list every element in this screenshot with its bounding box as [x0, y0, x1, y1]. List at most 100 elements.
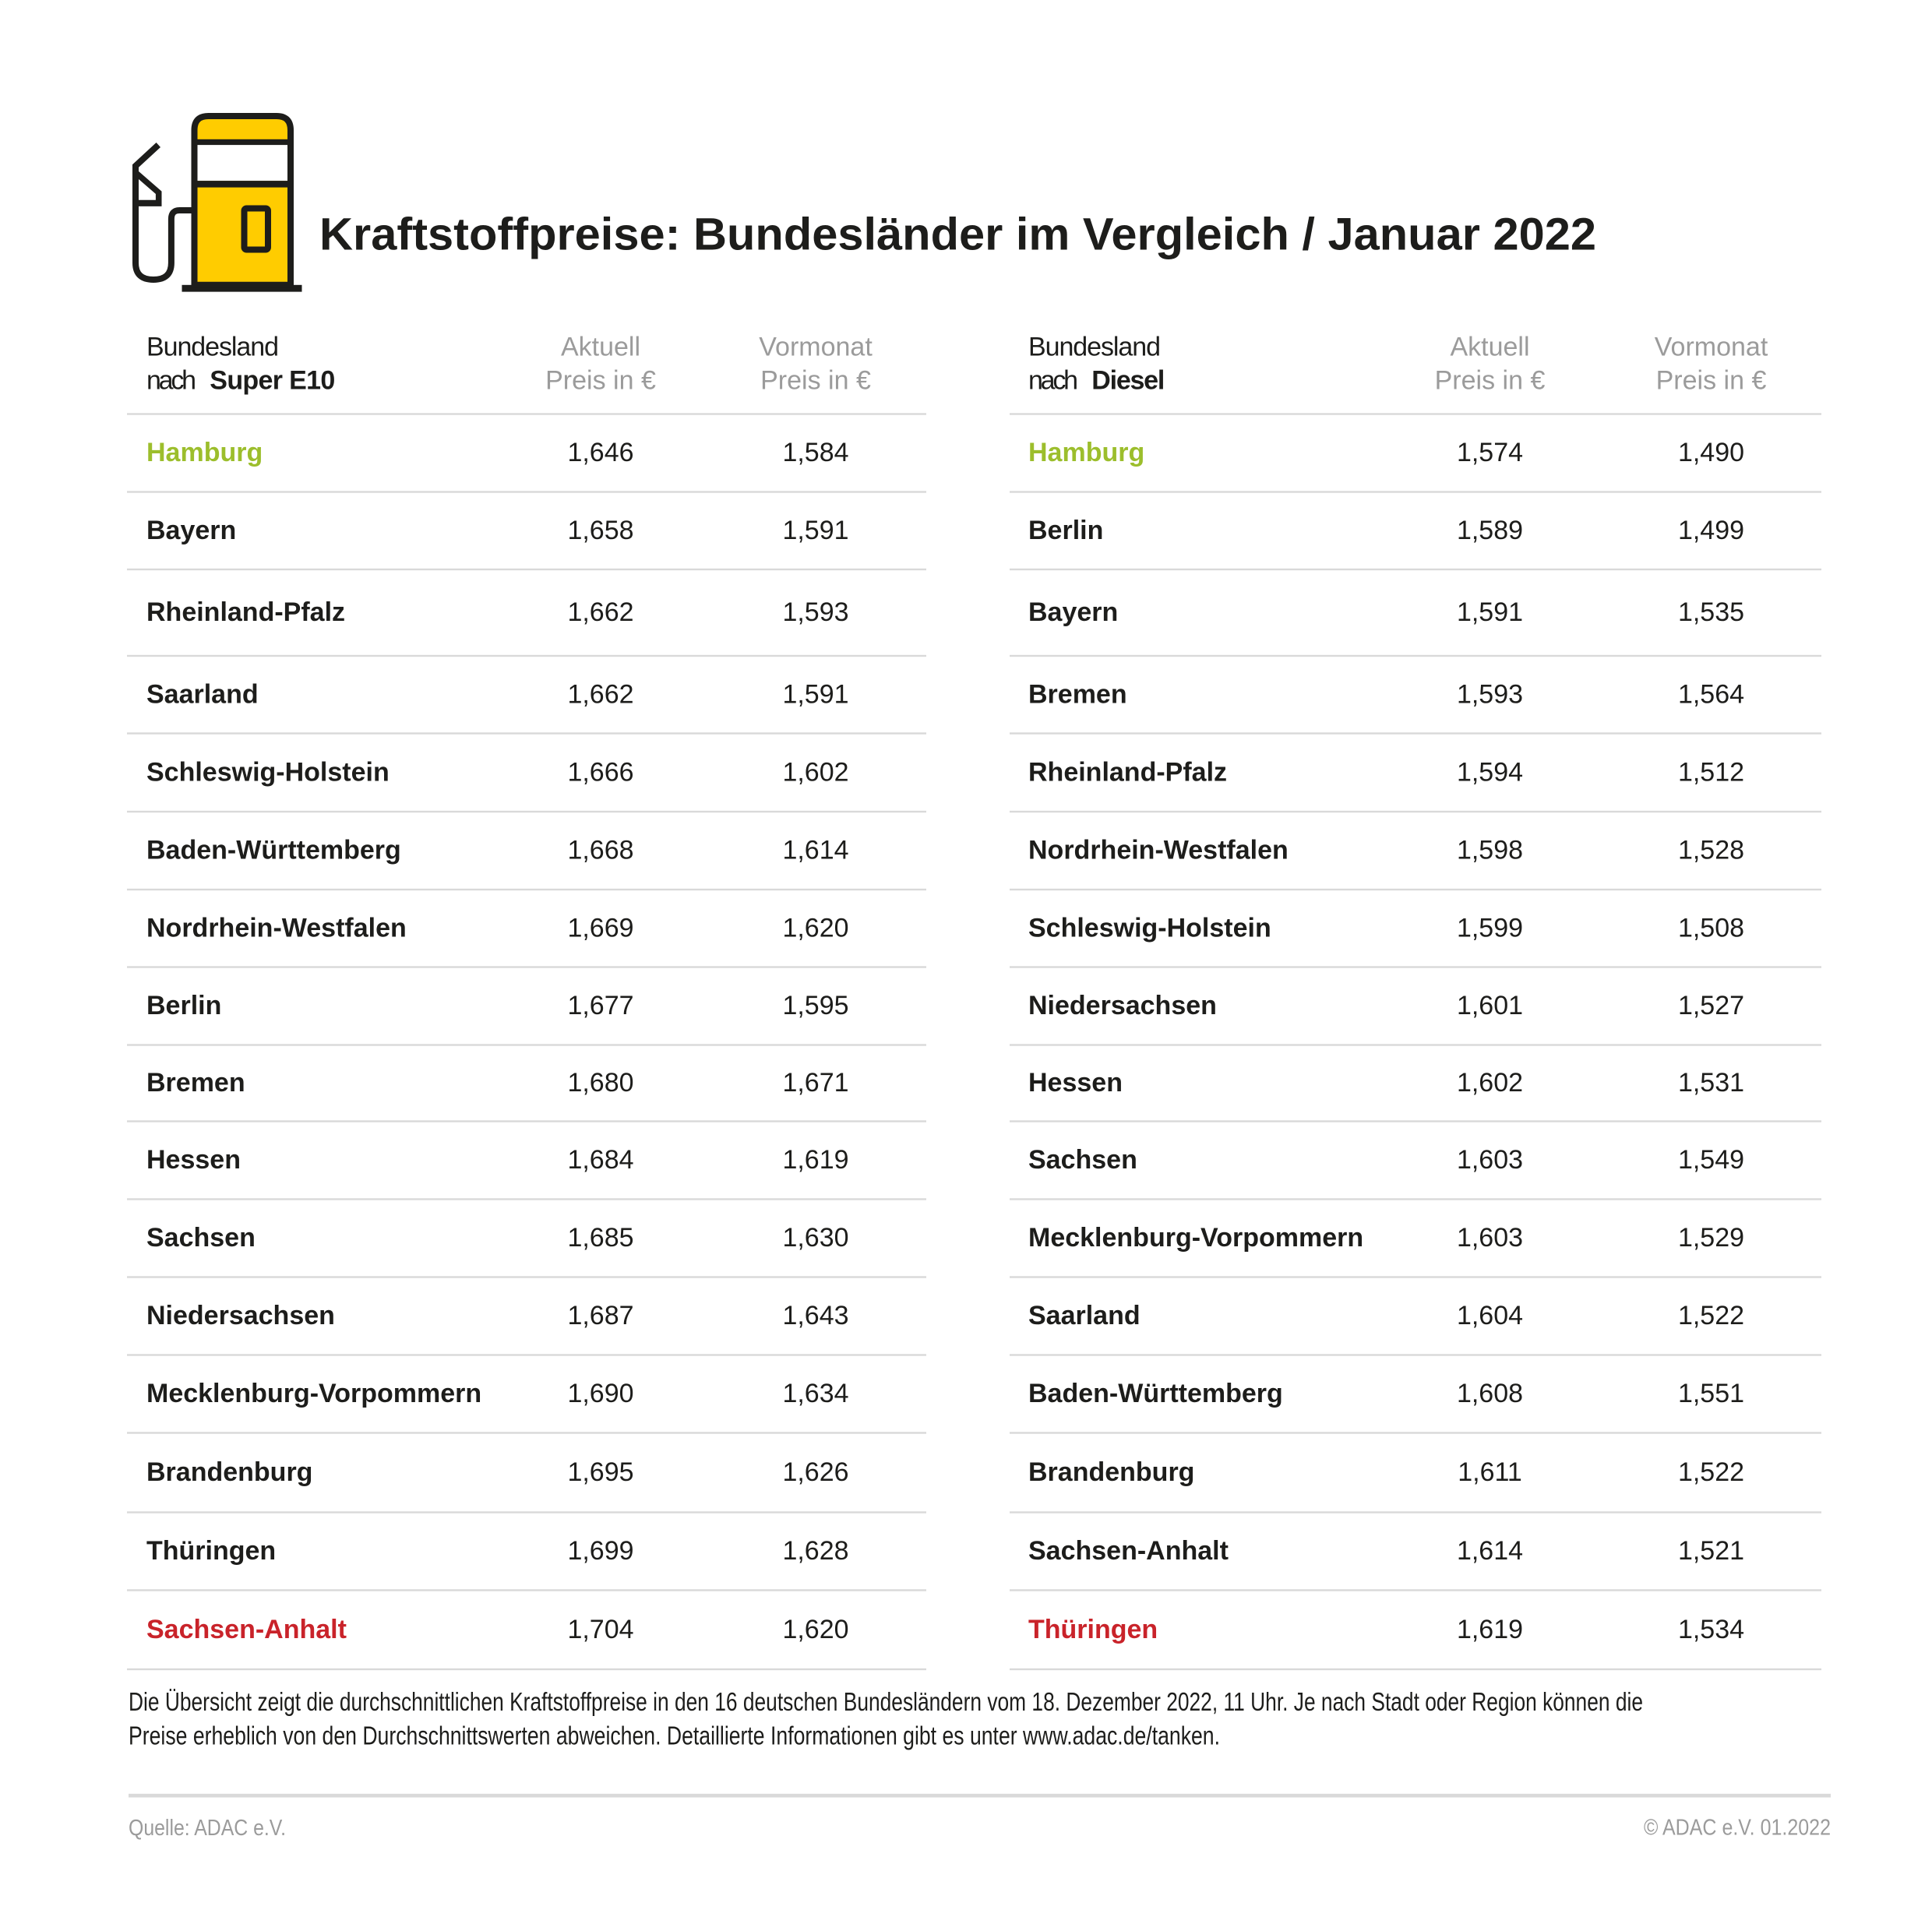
svg-text:1,594: 1,594	[1457, 757, 1523, 787]
svg-text:1,684: 1,684	[567, 1145, 633, 1175]
svg-text:1,646: 1,646	[567, 438, 633, 467]
svg-text:1,490: 1,490	[1678, 438, 1744, 467]
svg-text:Niedersachsen: Niedersachsen	[146, 1301, 335, 1330]
svg-text:1,549: 1,549	[1678, 1145, 1744, 1175]
svg-text:Sachsen-Anhalt: Sachsen-Anhalt	[146, 1615, 347, 1644]
svg-text:Nordrhein-Westfalen: Nordrhein-Westfalen	[1028, 836, 1289, 865]
svg-text:1,699: 1,699	[567, 1536, 633, 1566]
svg-text:Die Übersicht zeigt die durchs: Die Übersicht zeigt die durchschnittlich…	[129, 1687, 1643, 1716]
svg-text:Preis in €: Preis in €	[545, 365, 656, 395]
svg-text:Preise erheblich von den Durch: Preise erheblich von den Durchschnittswe…	[129, 1721, 1220, 1750]
svg-text:1,598: 1,598	[1457, 836, 1523, 865]
svg-text:1,595: 1,595	[782, 991, 848, 1020]
svg-text:1,603: 1,603	[1457, 1145, 1523, 1175]
svg-text:Bremen: Bremen	[1028, 679, 1127, 709]
svg-text:Hessen: Hessen	[1028, 1068, 1123, 1098]
svg-text:1,626: 1,626	[782, 1457, 848, 1487]
svg-text:Preis in €: Preis in €	[760, 365, 871, 395]
svg-text:Bayern: Bayern	[146, 516, 236, 545]
svg-text:1,591: 1,591	[782, 679, 848, 709]
svg-text:1,690: 1,690	[567, 1379, 633, 1408]
svg-text:1,601: 1,601	[1457, 991, 1523, 1020]
svg-text:1,608: 1,608	[1457, 1379, 1523, 1408]
svg-text:1,584: 1,584	[782, 438, 848, 467]
svg-text:Mecklenburg-Vorpommern: Mecklenburg-Vorpommern	[1028, 1223, 1363, 1253]
svg-text:1,591: 1,591	[1457, 597, 1523, 627]
svg-text:1,687: 1,687	[567, 1301, 633, 1330]
svg-text:1,671: 1,671	[782, 1068, 848, 1098]
svg-text:1,534: 1,534	[1678, 1615, 1744, 1644]
svg-text:1,677: 1,677	[567, 991, 633, 1020]
svg-text:1,614: 1,614	[1457, 1536, 1523, 1566]
svg-text:1,604: 1,604	[1457, 1301, 1523, 1330]
svg-text:1,669: 1,669	[567, 913, 633, 943]
svg-text:© ADAC e.V. 01.2022: © ADAC e.V. 01.2022	[1644, 1816, 1831, 1841]
svg-text:1,531: 1,531	[1678, 1068, 1744, 1098]
svg-text:Bundesland: Bundesland	[1028, 333, 1161, 362]
svg-text:1,589: 1,589	[1457, 516, 1523, 545]
svg-text:1,611: 1,611	[1458, 1457, 1522, 1487]
svg-text:Thüringen: Thüringen	[146, 1536, 276, 1566]
svg-text:1,643: 1,643	[782, 1301, 848, 1330]
svg-text:Preis in €: Preis in €	[1656, 365, 1767, 395]
svg-text:1,620: 1,620	[782, 1615, 848, 1644]
svg-text:1,619: 1,619	[782, 1145, 848, 1175]
svg-text:Niedersachsen: Niedersachsen	[1028, 991, 1217, 1020]
svg-text:Hessen: Hessen	[146, 1145, 241, 1175]
svg-text:1,499: 1,499	[1678, 516, 1744, 545]
svg-text:1,634: 1,634	[782, 1379, 848, 1408]
svg-text:Saarland: Saarland	[146, 679, 259, 709]
svg-text:1,619: 1,619	[1457, 1615, 1523, 1644]
svg-text:Bayern: Bayern	[1028, 597, 1118, 627]
svg-text:Sachsen: Sachsen	[1028, 1145, 1137, 1175]
svg-text:Schleswig-Holstein: Schleswig-Holstein	[146, 757, 390, 787]
svg-text:1,658: 1,658	[567, 516, 633, 545]
svg-text:Nordrhein-Westfalen: Nordrhein-Westfalen	[146, 913, 407, 943]
svg-text:Baden-Württemberg: Baden-Württemberg	[146, 836, 401, 865]
svg-text:1,614: 1,614	[782, 836, 848, 865]
svg-text:1,591: 1,591	[782, 516, 848, 545]
svg-text:1,704: 1,704	[567, 1615, 633, 1644]
svg-text:Hamburg: Hamburg	[1028, 438, 1144, 467]
svg-text:1,695: 1,695	[567, 1457, 633, 1487]
svg-text:1,599: 1,599	[1457, 913, 1523, 943]
svg-text:Preis in €: Preis in €	[1435, 365, 1546, 395]
svg-text:1,630: 1,630	[782, 1223, 848, 1253]
svg-text:1,662: 1,662	[567, 679, 633, 709]
svg-text:1,522: 1,522	[1678, 1301, 1744, 1330]
svg-text:Berlin: Berlin	[1028, 516, 1103, 545]
svg-text:Aktuell: Aktuell	[561, 333, 640, 362]
svg-text:1,564: 1,564	[1678, 679, 1744, 709]
svg-text:Aktuell: Aktuell	[1450, 333, 1529, 362]
svg-text:1,593: 1,593	[1457, 679, 1523, 709]
svg-text:Hamburg: Hamburg	[146, 438, 263, 467]
svg-text:1,602: 1,602	[782, 757, 848, 787]
svg-text:1,528: 1,528	[1678, 836, 1744, 865]
svg-text:1,603: 1,603	[1457, 1223, 1523, 1253]
svg-text:1,535: 1,535	[1678, 597, 1744, 627]
svg-text:1,512: 1,512	[1678, 757, 1744, 787]
svg-text:Schleswig-Holstein: Schleswig-Holstein	[1028, 913, 1271, 943]
svg-text:1,522: 1,522	[1678, 1457, 1744, 1487]
svg-text:Super E10: Super E10	[210, 365, 335, 395]
svg-text:Brandenburg: Brandenburg	[1028, 1457, 1194, 1487]
svg-text:1,668: 1,668	[567, 836, 633, 865]
svg-text:Diesel: Diesel	[1091, 365, 1165, 395]
svg-text:Rheinland-Pfalz: Rheinland-Pfalz	[1028, 757, 1227, 787]
svg-text:Berlin: Berlin	[146, 991, 221, 1020]
svg-text:1,680: 1,680	[567, 1068, 633, 1098]
svg-text:Bundesland: Bundesland	[146, 333, 279, 362]
svg-text:1,527: 1,527	[1678, 991, 1744, 1020]
svg-text:Vormonat: Vormonat	[1655, 333, 1768, 362]
svg-text:Quelle: ADAC e.V.: Quelle: ADAC e.V.	[129, 1816, 286, 1841]
svg-text:1,685: 1,685	[567, 1223, 633, 1253]
svg-text:1,602: 1,602	[1457, 1068, 1523, 1098]
svg-text:Kraftstoffpreise: Bundesländer: Kraftstoffpreise: Bundesländer im Vergle…	[319, 209, 1596, 259]
svg-text:Rheinland-Pfalz: Rheinland-Pfalz	[146, 597, 345, 627]
svg-text:1,662: 1,662	[567, 597, 633, 627]
svg-text:Mecklenburg-Vorpommern: Mecklenburg-Vorpommern	[146, 1379, 481, 1408]
svg-text:Sachsen-Anhalt: Sachsen-Anhalt	[1028, 1536, 1229, 1566]
svg-text:1,551: 1,551	[1678, 1379, 1744, 1408]
svg-text:Sachsen: Sachsen	[146, 1223, 256, 1253]
svg-text:nach: nach	[146, 365, 196, 395]
